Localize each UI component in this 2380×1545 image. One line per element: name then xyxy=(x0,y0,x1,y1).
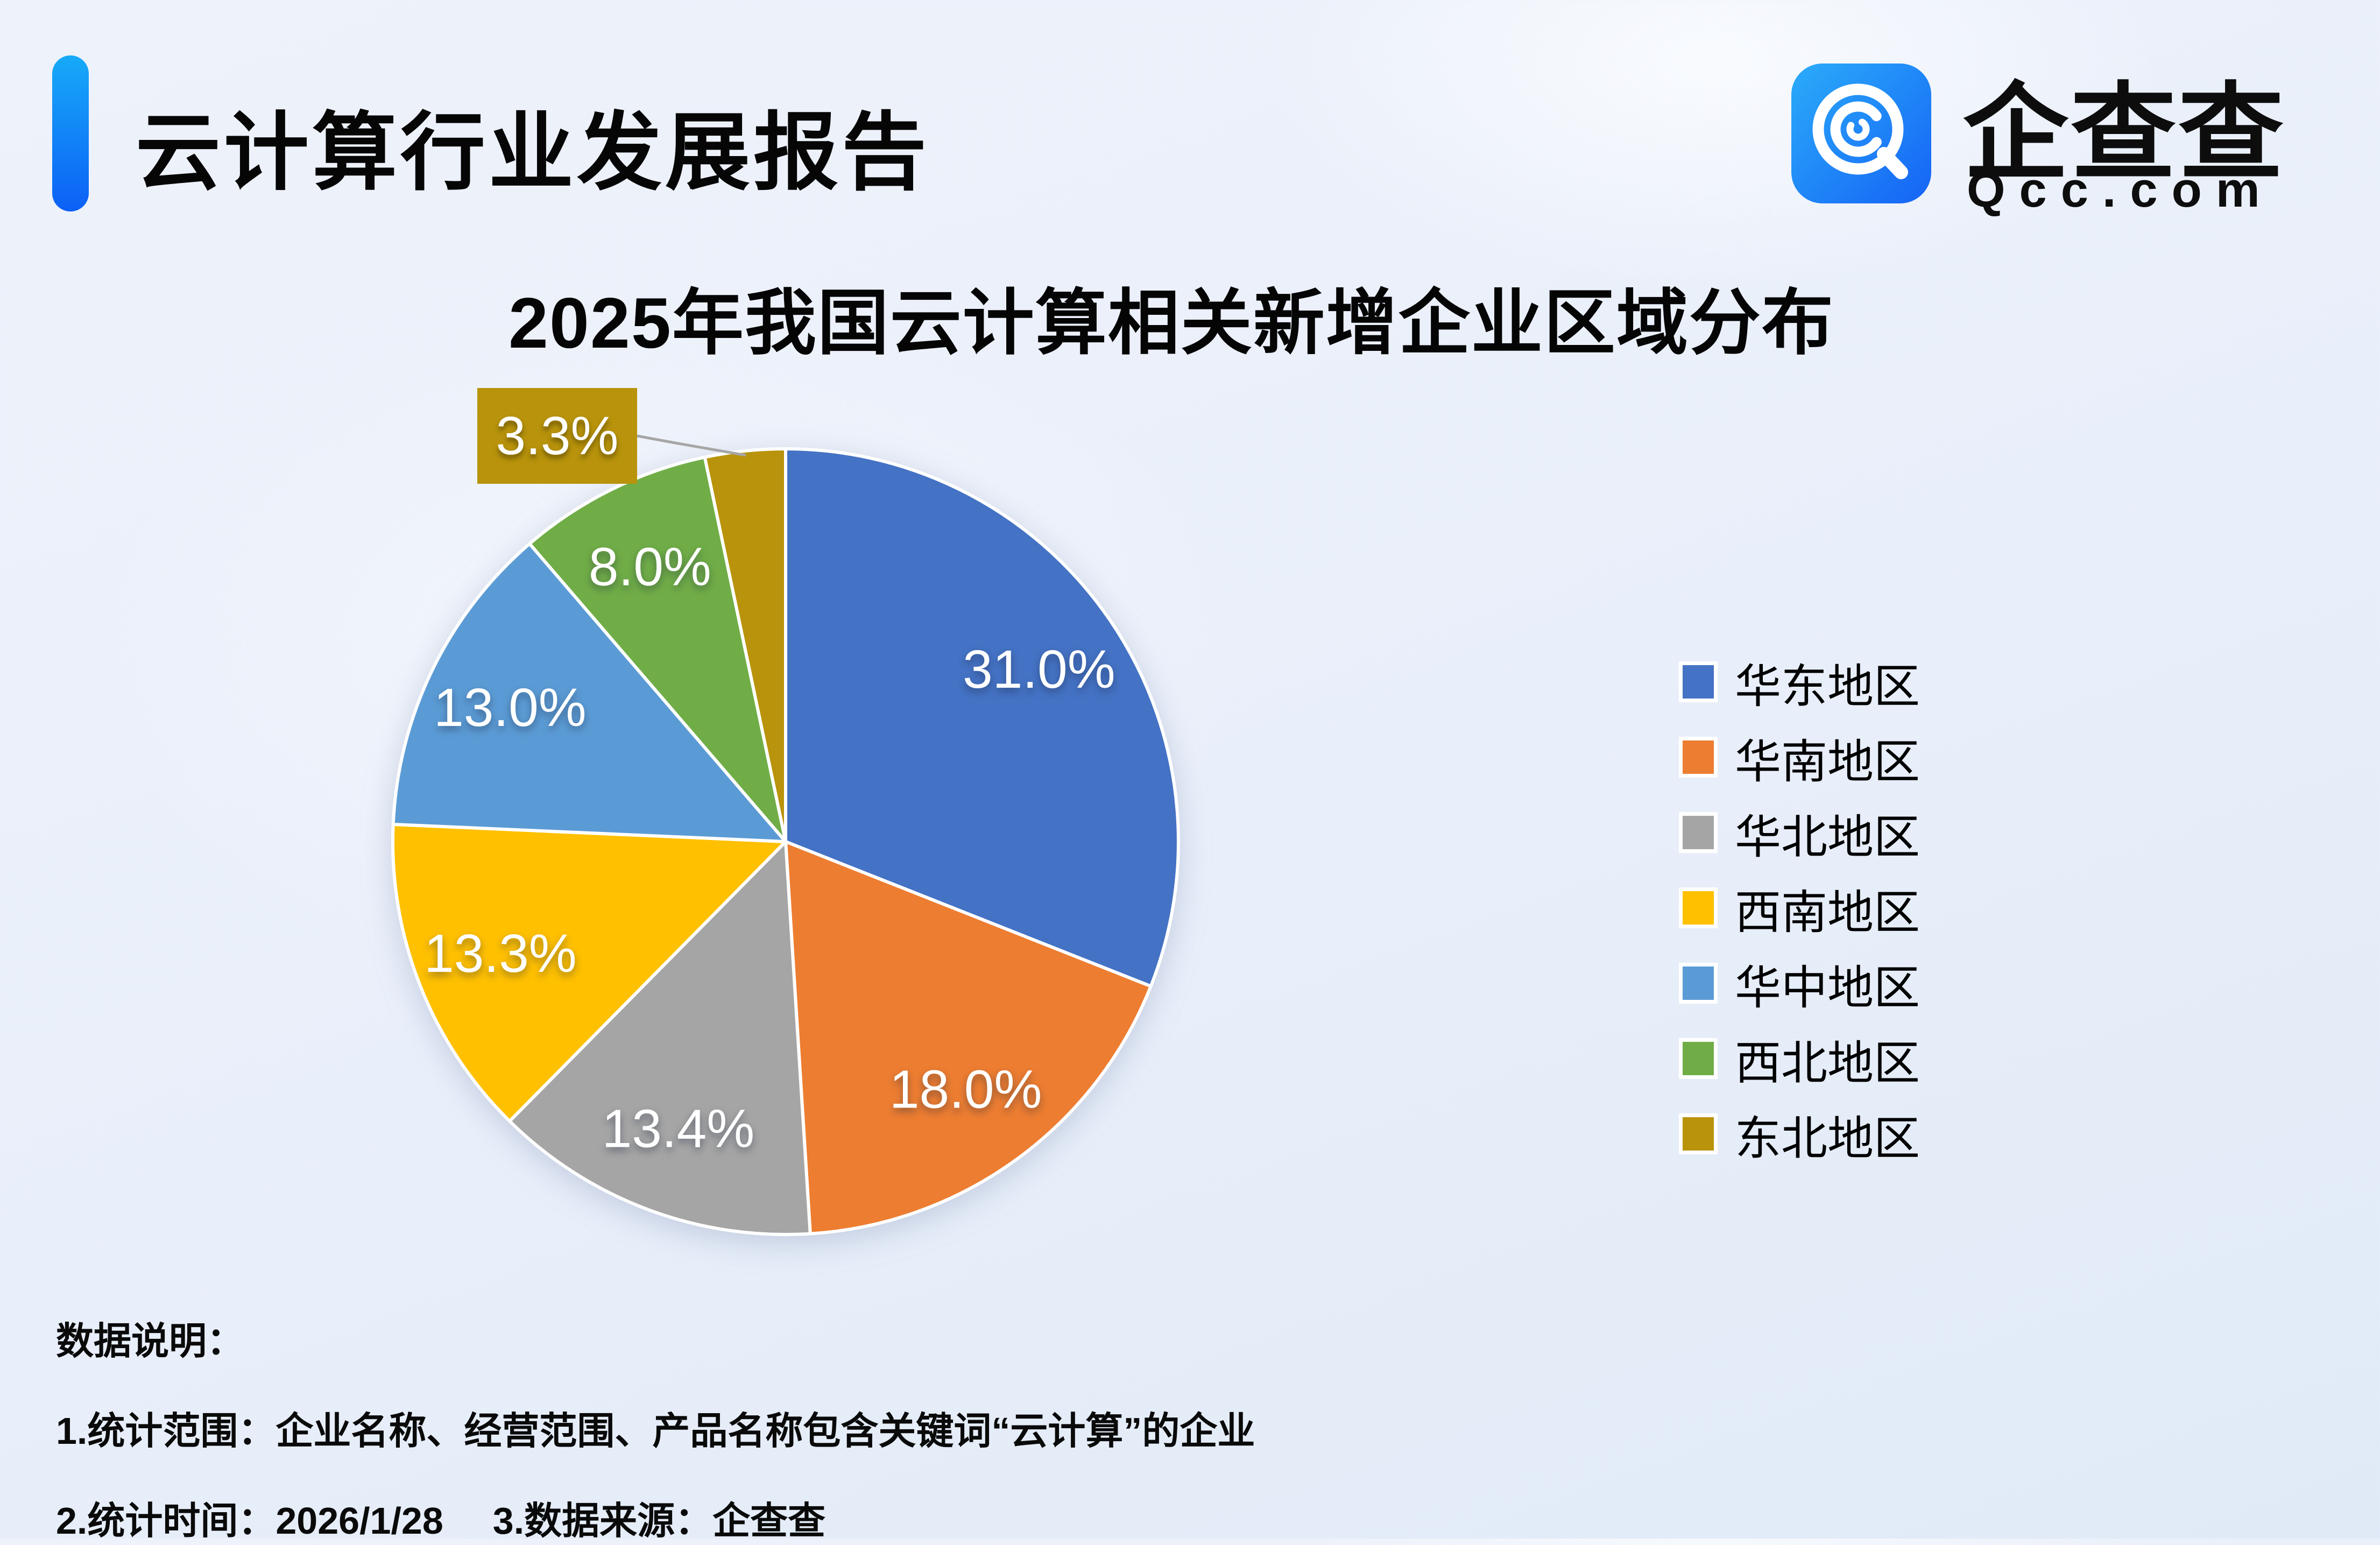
pie-slice-东北地区 xyxy=(703,447,787,843)
legend-label: 华中地区 xyxy=(1735,962,1920,1014)
legend: 华东地区华南地区华北地区西南地区华中地区西北地区东北地区 xyxy=(1679,644,1920,1172)
pie-slice-华东地区 xyxy=(784,447,1180,988)
qcc-logo-icon xyxy=(1791,64,1931,203)
slice-label-华东地区: 31.0% xyxy=(963,639,1115,700)
pie-slice-华南地区 xyxy=(784,840,1153,1236)
chart-title: 2025年我国云计算相关新增企业区域分布 xyxy=(509,284,1834,363)
legend-swatch xyxy=(1679,737,1718,778)
legend-item-东北地区: 东北地区 xyxy=(1679,1096,1920,1172)
slice-label-华南地区: 18.0% xyxy=(889,1060,1042,1120)
callout-label: 3.3% xyxy=(477,388,637,484)
slice-label-华北地区: 13.4% xyxy=(602,1098,755,1159)
legend-item-华南地区: 华南地区 xyxy=(1679,719,1920,795)
note-data-source: 3.数据来源：企查查 xyxy=(492,1500,826,1542)
note-line-1: 1.统计范围：企业名称、经营范围、产品名称包含关键词“云计算”的企业 xyxy=(56,1410,1255,1452)
callout-label-text: 3.3% xyxy=(496,405,619,466)
page-title: 云计算行业发展报告 xyxy=(136,105,930,200)
pie-slice-西北地区 xyxy=(528,455,787,843)
legend-swatch xyxy=(1679,661,1718,702)
legend-label: 华东地区 xyxy=(1735,660,1920,712)
callout-leader-line xyxy=(637,434,746,457)
note-stat-time: 2.统计时间：2026/1/28 xyxy=(56,1500,443,1542)
legend-swatch xyxy=(1679,963,1718,1004)
legend-label: 西南地区 xyxy=(1735,886,1920,939)
legend-item-西南地区: 西南地区 xyxy=(1679,870,1920,946)
legend-label: 华南地区 xyxy=(1735,736,1920,788)
legend-item-华东地区: 华东地区 xyxy=(1679,644,1920,719)
notes-heading: 数据说明： xyxy=(56,1320,244,1362)
note-line-2: 2.统计时间：2026/1/28 3.数据来源：企查查 xyxy=(56,1491,1255,1545)
legend-swatch xyxy=(1679,887,1718,928)
pie-slice-华北地区 xyxy=(508,840,812,1237)
brand-domain: Qcc.com xyxy=(1967,163,2274,217)
pie-slice-华中地区 xyxy=(391,542,787,843)
pie-slices xyxy=(391,447,1180,1237)
legend-label: 西北地区 xyxy=(1735,1037,1920,1089)
legend-item-华北地区: 华北地区 xyxy=(1679,795,1920,870)
pie-chart: 31.0% 18.0% 13.4% 13.3% 13.0% 8.0% xyxy=(391,434,1180,1237)
title-accent-bar xyxy=(52,55,89,211)
legend-label: 华北地区 xyxy=(1735,811,1920,863)
data-notes: 数据说明： 1.统计范围：企业名称、经营范围、产品名称包含关键词“云计算”的企业… xyxy=(56,1311,1255,1545)
pie-slice-西南地区 xyxy=(391,822,787,1123)
legend-item-华中地区: 华中地区 xyxy=(1679,946,1920,1021)
legend-label: 东北地区 xyxy=(1735,1112,1920,1165)
slice-label-西北地区: 8.0% xyxy=(589,537,711,597)
slice-label-华中地区: 13.0% xyxy=(434,678,587,738)
legend-swatch xyxy=(1679,1113,1718,1154)
brand-name: 企查查 xyxy=(1963,74,2286,192)
legend-swatch xyxy=(1679,1038,1718,1079)
slice-label-西南地区: 13.3% xyxy=(424,923,577,984)
legend-swatch xyxy=(1679,812,1718,853)
legend-item-西北地区: 西北地区 xyxy=(1679,1021,1920,1096)
